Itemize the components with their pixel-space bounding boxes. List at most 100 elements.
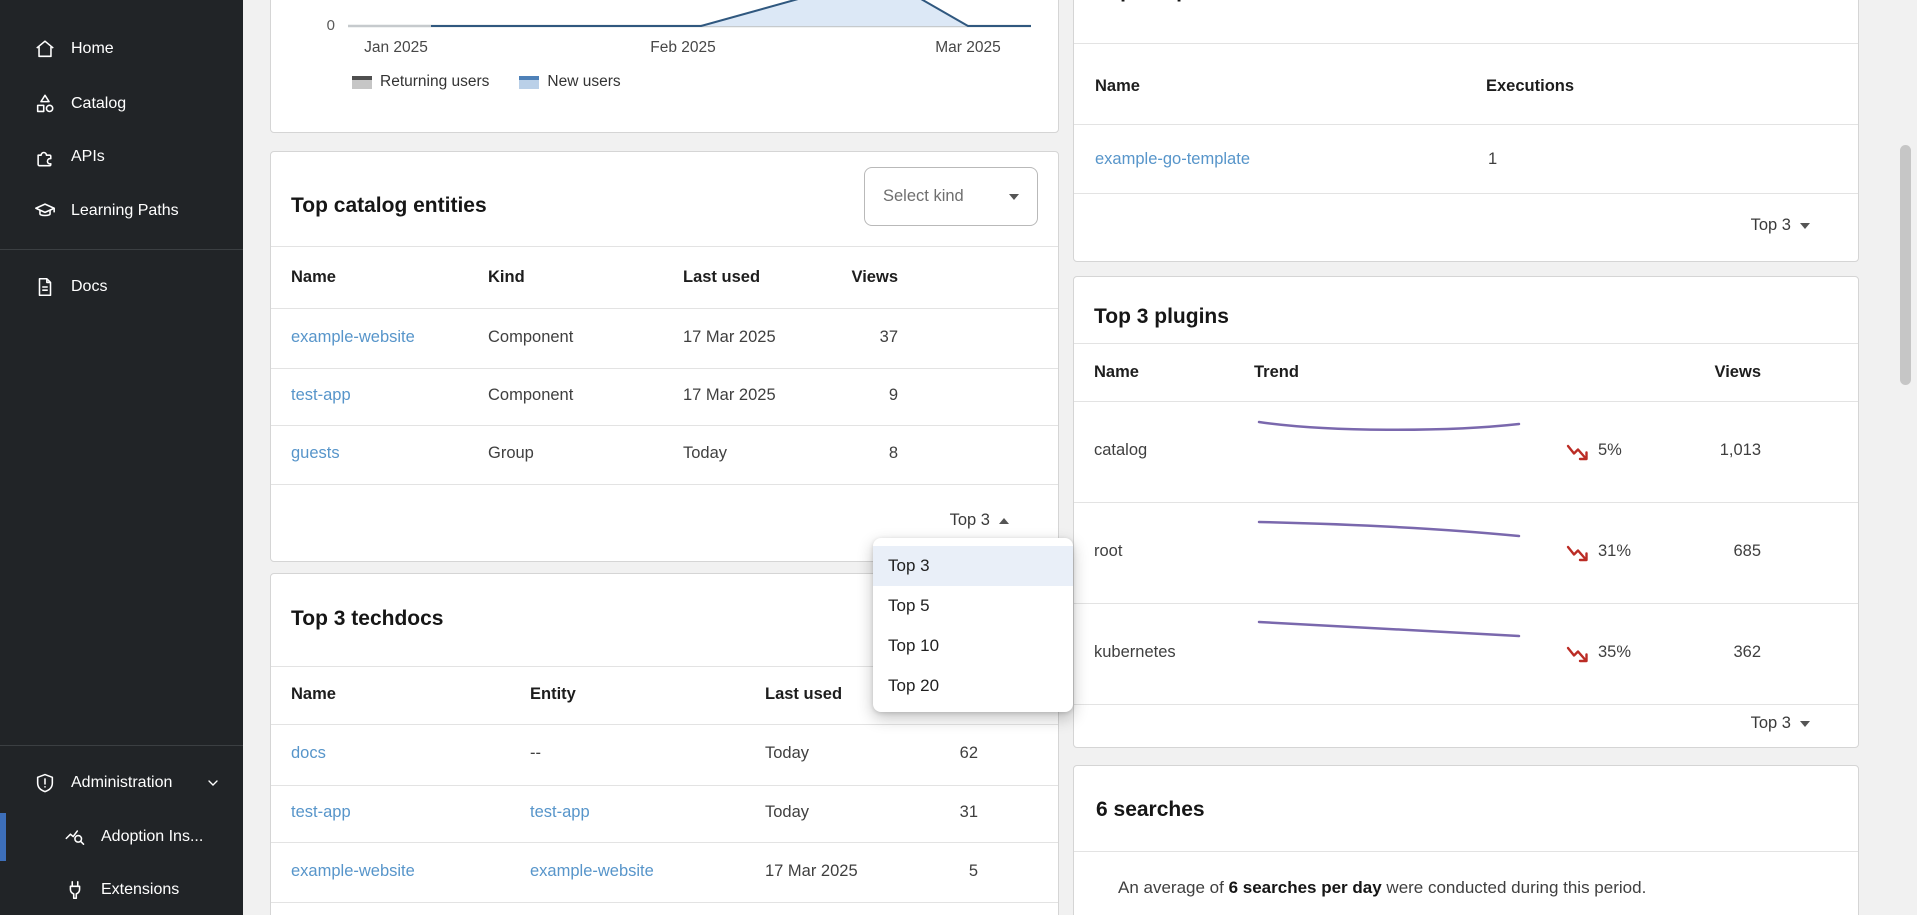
card-title: Top catalog entities [291,194,487,217]
kind-select[interactable]: Select kind [864,167,1038,226]
trend-percent-cell: 5% [1598,441,1622,459]
entity-link[interactable]: test-app [530,803,590,821]
y-axis-zero-label: 0 [326,17,335,34]
trend-sparkline [1257,520,1521,538]
template-link[interactable]: example-go-template [1095,150,1250,168]
top-plugins-card: Top 3 plugins Name Trend Views catalog 5… [1073,276,1859,748]
sidebar-item-learning-paths[interactable]: Learning Paths [0,187,243,235]
last-used-cell: Today [765,803,810,821]
sidebar-item-catalog[interactable]: Catalog [0,80,243,128]
menu-item-top-3[interactable]: Top 3 [873,546,1073,586]
entity-link[interactable]: guests [291,444,340,462]
card-title: Top 3 plugins [1094,305,1229,328]
chevron-up-icon [999,517,1009,524]
views-cell: 1,013 [1719,441,1761,459]
card-title: Top 3 techdocs [291,607,444,630]
techdoc-link[interactable]: example-website [291,862,415,880]
col-name: Name [1094,363,1139,381]
col-name: Name [291,268,336,286]
views-cell: 685 [1733,542,1761,560]
sidebar-item-extensions[interactable]: Extensions [0,866,243,914]
trend-sparkline [1257,420,1521,432]
divider [271,484,1058,485]
plugin-name-cell: kubernetes [1094,643,1176,661]
views-cell: 5 [968,862,978,880]
sidebar-item-label: Administration [71,774,173,791]
divider [271,308,1058,309]
sidebar-divider [0,745,243,746]
divider [1074,851,1858,852]
col-views: Views [1714,363,1761,381]
sidebar-item-label: APIs [71,148,105,165]
last-used-cell: 17 Mar 2025 [683,328,776,346]
card-title: Top templates [1096,0,1237,3]
entity-link[interactable]: example-website [291,328,415,346]
sidebar-item-adoption-insights[interactable]: Adoption Ins... [0,813,243,861]
top-n-pager[interactable]: Top 3 [1751,714,1810,733]
x-tick-label: Feb 2025 [650,39,716,56]
chevron-down-icon [1800,720,1810,727]
divider [271,425,1058,426]
divider [271,902,1058,903]
views-cell: 9 [888,386,898,404]
techdoc-link[interactable]: test-app [291,803,351,821]
divider [271,246,1058,247]
chart-legend: Returning users New users [352,73,621,91]
sidebar-item-apis[interactable]: APIs [0,133,243,181]
kind-cell: Component [488,386,574,404]
pager-label: Top 3 [1750,216,1791,234]
menu-item-top-10[interactable]: Top 10 [888,636,940,655]
divider [1074,343,1858,344]
legend-swatch-returning [352,75,372,89]
col-views: Views [851,268,898,286]
pager-label: Top 3 [949,511,990,529]
top-catalog-entities-card: Top catalog entities Select kind Name Ki… [270,151,1059,562]
menu-item-top-20[interactable]: Top 20 [888,676,940,695]
kind-cell: Group [488,444,534,462]
legend-label: Returning users [380,73,490,90]
views-cell: 362 [1733,643,1761,661]
query-stats-icon [64,826,86,848]
col-kind: Kind [488,268,525,286]
col-name: Name [1095,77,1140,95]
divider [1074,502,1858,503]
plugin-name-cell: root [1094,542,1123,560]
trend-sparkline [1257,620,1521,638]
last-used-cell: 17 Mar 2025 [765,862,858,880]
divider [271,724,1058,725]
plugin-name-cell: catalog [1094,441,1148,459]
vertical-scrollbar-thumb[interactable] [1900,145,1911,385]
top-templates-card: Top templates Name Executions example-go… [1073,0,1859,262]
selected-indicator [0,813,6,861]
x-tick-label: Jan 2025 [364,39,428,56]
sidebar-item-docs[interactable]: Docs [0,263,243,311]
active-users-card: 0 Jan 2025 Feb 2025 Mar 2025 Returning u… [270,0,1059,133]
top-n-pager[interactable]: Top 3 [1751,216,1810,235]
sidebar: Home Catalog APIs Learning Paths Docs [0,0,243,915]
kind-select-placeholder: Select kind [883,187,964,205]
sidebar-item-label: Docs [71,278,108,295]
sidebar-divider [0,249,243,250]
sidebar-item-administration[interactable]: Administration [0,759,243,807]
divider [1074,43,1858,44]
top-n-pager-open[interactable]: Top 3 [950,511,1009,530]
searches-per-day-highlight: 6 searches per day [1228,878,1382,897]
col-name: Name [291,685,336,703]
entity-link[interactable]: test-app [291,386,351,404]
sidebar-item-label: Home [71,40,114,57]
kind-cell: Component [488,328,574,346]
divider [1074,124,1858,125]
pager-label: Top 3 [1750,714,1791,732]
chevron-down-icon [1009,193,1019,200]
divider [271,666,1058,667]
trend-percent-cell: 35% [1598,643,1632,661]
trending-down-icon [1566,646,1588,663]
sidebar-item-home[interactable]: Home [0,25,243,73]
last-used-cell: 17 Mar 2025 [683,386,776,404]
col-entity: Entity [530,685,576,703]
menu-item-top-5[interactable]: Top 5 [888,596,930,615]
plug-icon [64,879,86,901]
techdoc-link[interactable]: docs [291,744,326,762]
entity-link[interactable]: example-website [530,862,654,880]
divider [1074,603,1858,604]
